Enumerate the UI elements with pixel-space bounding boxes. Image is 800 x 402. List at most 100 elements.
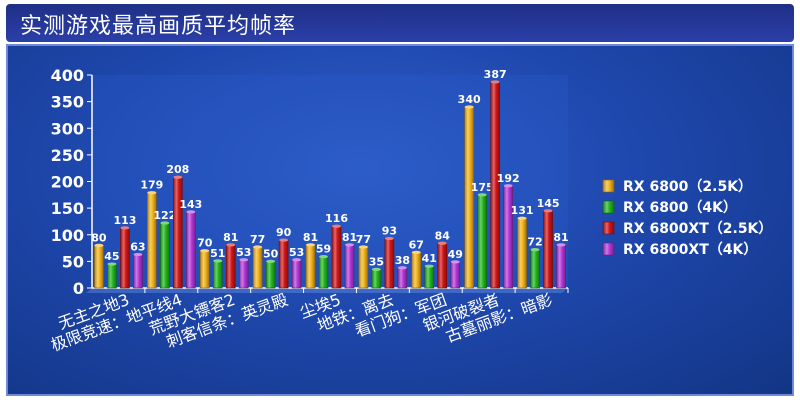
bar (530, 249, 540, 289)
bar-cap (200, 249, 210, 253)
bar-cap (186, 210, 196, 214)
bar-cap (437, 241, 447, 245)
data-label: 49 (448, 248, 463, 261)
y-tick-label: 100 (51, 226, 84, 245)
data-label: 81 (342, 231, 357, 244)
bar-cap (543, 209, 553, 213)
bar-cap (266, 259, 276, 263)
data-label: 59 (316, 243, 331, 256)
data-label: 51 (210, 247, 225, 260)
bar (437, 242, 448, 289)
bar-cap (464, 105, 474, 109)
data-label: 53 (236, 246, 251, 259)
legend-label: RX 6800XT（4K） (623, 242, 757, 258)
legend-swatch (602, 221, 615, 235)
bar (94, 245, 104, 289)
bar-cap (226, 243, 236, 247)
bar (358, 246, 369, 289)
bar-cap (213, 259, 223, 263)
data-label: 387 (484, 68, 507, 81)
plot-wall (92, 75, 568, 288)
bar (543, 210, 553, 289)
data-label: 84 (435, 229, 451, 242)
data-label: 63 (130, 240, 145, 253)
data-label: 179 (140, 179, 163, 192)
y-tick-label: 0 (73, 279, 84, 298)
data-label: 81 (553, 231, 568, 244)
data-label: 67 (409, 238, 424, 251)
bar (490, 81, 500, 289)
y-tick-label: 150 (51, 199, 84, 218)
data-label: 93 (382, 224, 397, 237)
bar (120, 227, 130, 289)
bar (318, 256, 329, 289)
legend-label: RX 6800（2.5K） (623, 179, 752, 195)
bar (305, 244, 316, 289)
bar-cap (160, 221, 170, 225)
data-label: 45 (104, 250, 119, 263)
bar-cap (332, 224, 341, 228)
data-label: 70 (197, 237, 213, 250)
bar-cap (253, 245, 263, 249)
data-label: 340 (458, 93, 481, 106)
bar-cap (239, 258, 249, 262)
bar (199, 250, 210, 289)
data-label: 192 (497, 172, 520, 185)
bar-cap (147, 191, 157, 195)
data-label: 122 (153, 209, 176, 222)
bar-cap (530, 248, 540, 252)
bar (331, 225, 342, 289)
data-label: 38 (395, 254, 410, 267)
data-label: 35 (369, 255, 384, 268)
bar (133, 254, 143, 289)
bar (160, 222, 170, 289)
bar-cap (292, 258, 302, 262)
data-label: 175 (471, 181, 494, 194)
bar (147, 192, 157, 289)
bar-cap (490, 80, 500, 84)
bar-cap (517, 216, 527, 220)
bar-cap (477, 193, 487, 197)
bar-cap (503, 184, 513, 188)
data-label: 81 (303, 231, 318, 244)
data-label: 145 (537, 197, 560, 210)
bar-cap (173, 175, 183, 179)
bar (384, 238, 395, 289)
bar-cap (450, 260, 460, 264)
bar (411, 252, 422, 289)
bar (212, 260, 223, 289)
legend-label: RX 6800XT（2.5K） (623, 221, 772, 237)
bar (344, 244, 355, 289)
bar (252, 246, 263, 289)
bar (464, 106, 474, 289)
bar (556, 244, 566, 289)
data-label: 77 (356, 233, 371, 246)
data-label: 77 (250, 233, 265, 246)
legend-swatch (602, 200, 615, 214)
data-label: 208 (166, 163, 189, 176)
bar (265, 261, 276, 289)
data-label: 116 (325, 212, 348, 225)
data-label: 143 (179, 198, 202, 211)
bar-cap (107, 262, 117, 266)
bar-cap (279, 238, 289, 242)
legend-swatch (602, 242, 615, 256)
bar (517, 217, 527, 289)
bar-cap (94, 243, 104, 247)
bar (503, 185, 513, 289)
title-bar: 实测游戏最高画质平均帧率 (6, 4, 794, 42)
bar (278, 239, 289, 289)
bar-cap (319, 254, 328, 259)
data-label: 72 (527, 236, 542, 249)
data-label: 41 (422, 252, 437, 265)
bar-cap (371, 267, 381, 271)
legend-label: RX 6800（4K） (623, 200, 737, 216)
y-tick-label: 50 (62, 252, 84, 271)
bar (225, 244, 236, 289)
y-tick-label: 400 (51, 66, 84, 85)
plot-area: 050100150200250300350400804511363无主之地317… (48, 66, 772, 355)
y-tick-label: 200 (51, 173, 84, 192)
chart-panel (6, 44, 794, 396)
y-tick-label: 300 (51, 119, 84, 138)
